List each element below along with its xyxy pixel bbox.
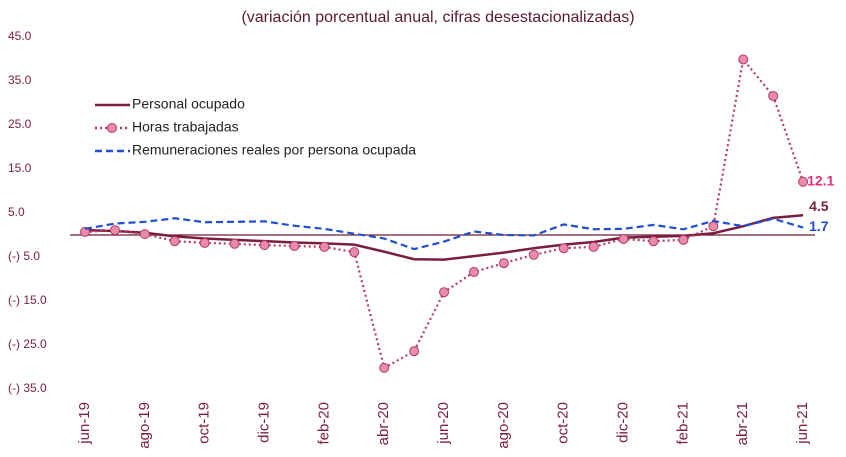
legend-label: Horas trabajadas xyxy=(132,119,239,135)
y-tick-label: 45.0 xyxy=(8,29,32,43)
x-tick-label: dic-19 xyxy=(255,402,272,443)
legend-marker xyxy=(107,123,117,133)
x-tick-label: ago-19 xyxy=(136,402,153,449)
x-tick-label: oct-19 xyxy=(196,402,213,444)
marker xyxy=(468,266,479,277)
end-label: 4.5 xyxy=(809,198,829,214)
marker xyxy=(738,54,749,65)
marker xyxy=(768,90,779,101)
y-tick-label: 15.0 xyxy=(8,161,32,175)
marker xyxy=(648,236,659,247)
marker xyxy=(558,243,569,254)
marker xyxy=(618,233,629,244)
y-tick-label: 5.0 xyxy=(8,205,25,219)
x-tick-label: abr-20 xyxy=(375,402,392,445)
marker xyxy=(319,241,330,252)
marker xyxy=(259,240,270,251)
marker xyxy=(588,241,599,252)
marker xyxy=(229,238,240,249)
x-tick-label: ago-20 xyxy=(495,402,512,449)
legend-label: Personal ocupado xyxy=(132,96,245,112)
marker xyxy=(109,225,120,236)
y-tick-label: (-) 35.0 xyxy=(8,381,47,395)
marker xyxy=(498,258,509,269)
marker xyxy=(139,229,150,240)
marker xyxy=(379,362,390,373)
x-tick-label: jun-20 xyxy=(435,402,452,445)
x-tick-label: jun-21 xyxy=(794,402,811,445)
marker xyxy=(528,249,539,260)
series-line xyxy=(84,213,804,261)
y-tick-label: 35.0 xyxy=(8,73,32,87)
x-tick-label: abr-21 xyxy=(734,402,751,445)
y-tick-label: (-) 25.0 xyxy=(8,337,47,351)
chart-title: (variación porcentual anual, cifras dese… xyxy=(241,9,634,26)
marker xyxy=(169,236,180,247)
x-tick-label: dic-20 xyxy=(615,402,632,443)
legend-label: Remuneraciones reales por persona ocupad… xyxy=(132,142,416,158)
marker xyxy=(199,237,210,248)
series-line xyxy=(84,217,804,251)
marker xyxy=(289,241,300,251)
y-tick-label: (-) 5.0 xyxy=(8,249,40,263)
y-tick-label: (-) 15.0 xyxy=(8,293,47,307)
marker xyxy=(409,346,420,357)
marker xyxy=(80,226,90,237)
x-tick-label: jun-19 xyxy=(76,402,93,445)
end-label: 12.1 xyxy=(807,172,834,188)
marker xyxy=(708,221,719,232)
end-label: 1.7 xyxy=(809,218,829,234)
x-tick-label: oct-20 xyxy=(555,402,572,444)
x-tick-label: feb-20 xyxy=(315,402,332,445)
marker xyxy=(678,234,689,245)
x-tick-label: feb-21 xyxy=(674,402,691,445)
marker xyxy=(349,247,360,258)
marker xyxy=(439,287,450,298)
y-tick-label: 25.0 xyxy=(8,117,32,131)
marker xyxy=(798,176,809,187)
